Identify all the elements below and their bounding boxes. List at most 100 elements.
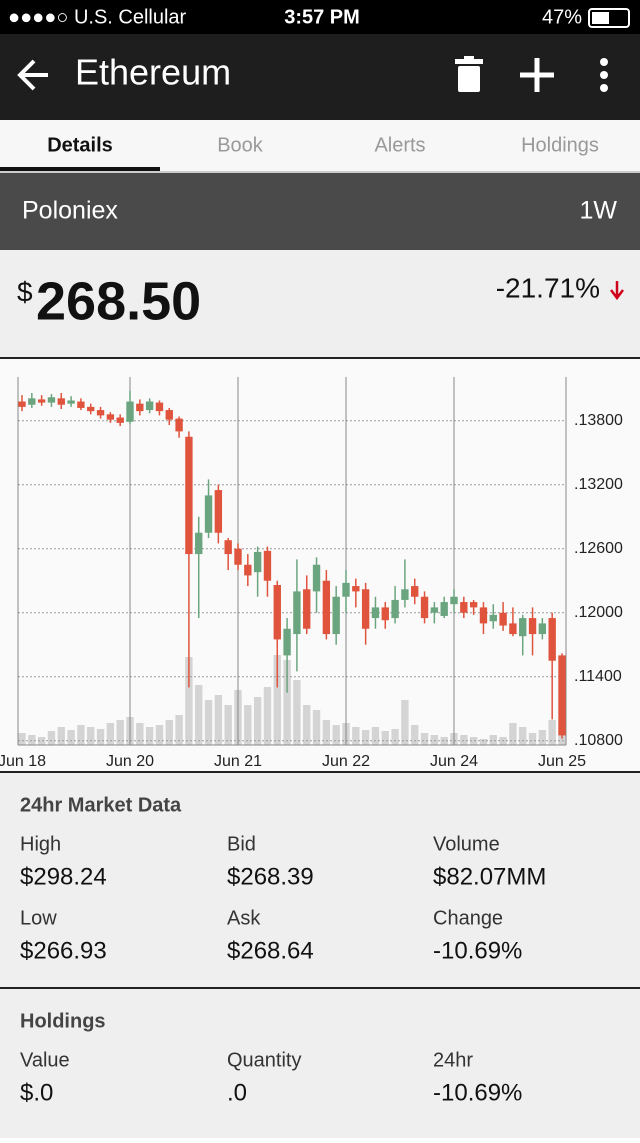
battery-icon — [588, 8, 630, 28]
field-value: $82.07MM — [433, 863, 546, 890]
back-button[interactable] — [17, 59, 48, 91]
candle-body — [116, 417, 124, 423]
volume-bar — [283, 660, 291, 745]
candle-body — [303, 589, 311, 629]
candle-body — [538, 623, 547, 635]
candle-body — [499, 612, 507, 626]
candle-body — [450, 596, 458, 605]
candle-body — [165, 410, 173, 420]
field-value: -10.69% — [433, 937, 522, 964]
volume-bar — [204, 700, 213, 745]
tab[interactable]: Book — [217, 134, 264, 156]
candle-body — [460, 602, 468, 613]
candle-body — [558, 655, 566, 736]
candle-body — [136, 403, 144, 412]
candle-body — [342, 582, 350, 597]
candle-body — [87, 406, 95, 412]
field-value: $268.64 — [227, 937, 314, 964]
volume-bar — [332, 725, 340, 745]
delete-button[interactable] — [455, 56, 483, 92]
volume-bar — [528, 733, 537, 745]
volume-bar — [145, 727, 154, 745]
candle-body — [37, 399, 46, 403]
x-tick-label: Jun 21 — [214, 753, 262, 770]
volume-bar — [381, 731, 389, 745]
volume-bar — [155, 725, 164, 745]
volume-bar — [175, 715, 183, 745]
candle-body — [204, 495, 213, 533]
candle-body — [195, 532, 203, 555]
tab[interactable]: Details — [47, 134, 113, 156]
volume-bar — [57, 727, 65, 745]
status-bar — [0, 0, 640, 34]
candle-body — [283, 628, 291, 656]
candle-body — [145, 401, 154, 411]
down-arrow — [610, 281, 624, 301]
candle-body — [77, 401, 85, 408]
candle-body — [244, 564, 252, 576]
page-title: Ethereum — [75, 52, 231, 93]
volume-bar — [303, 705, 311, 745]
candle-body — [263, 550, 272, 581]
volume-bar — [87, 727, 95, 745]
field-label: Volume — [433, 833, 500, 855]
field-value: $268.39 — [227, 863, 314, 890]
add-button[interactable] — [520, 58, 554, 92]
price-change: -21.71% — [496, 272, 600, 303]
field-label: Change — [433, 907, 503, 929]
volume-bar — [18, 733, 26, 745]
volume-bar — [116, 720, 124, 745]
volume-bar — [312, 710, 321, 745]
section-title: Holdings — [20, 1010, 106, 1032]
time-range[interactable]: 1W — [580, 197, 618, 225]
volume-bar — [293, 680, 301, 745]
volume-bar — [273, 655, 281, 745]
menu-button[interactable] — [600, 58, 608, 92]
volume-bar — [47, 731, 56, 745]
volume-bar — [391, 729, 399, 745]
volume-bar — [28, 735, 36, 745]
candle-body — [175, 418, 183, 432]
candle-body — [401, 589, 409, 600]
tab-bar — [0, 120, 640, 172]
tab[interactable]: Holdings — [521, 134, 599, 156]
volume-bar — [67, 730, 75, 745]
tab-indicator — [0, 167, 160, 171]
carrier: ●●●●○ U.S. Cellular — [8, 6, 187, 28]
y-tick-label: .10800 — [574, 732, 623, 749]
candle-body — [224, 540, 232, 555]
field-label: Value — [20, 1049, 70, 1071]
tab[interactable]: Alerts — [374, 134, 425, 156]
candle-body — [528, 618, 537, 635]
y-tick-label: .12000 — [574, 604, 623, 621]
currency-symbol: $ — [17, 276, 33, 307]
candle-body — [47, 397, 56, 403]
x-tick-label: Jun 24 — [430, 753, 478, 770]
volume-bar — [440, 737, 448, 745]
volume-bar — [469, 737, 478, 745]
candle-body — [273, 585, 281, 640]
x-tick-label: Jun 18 — [0, 753, 46, 770]
candle-body — [489, 614, 497, 622]
candle-body — [67, 400, 75, 404]
section-title: 24hr Market Data — [20, 794, 182, 816]
exchange-name[interactable]: Poloniex — [22, 197, 118, 225]
x-tick-label: Jun 22 — [322, 753, 370, 770]
exchange-bar — [0, 173, 640, 250]
candle-body — [420, 596, 429, 619]
volume-bar — [430, 735, 439, 745]
volume-bar — [185, 657, 193, 745]
volume-bar — [136, 723, 144, 745]
volume-bar — [411, 725, 419, 745]
volume-bar — [509, 723, 517, 745]
candle-body — [155, 402, 164, 412]
volume-bar — [77, 725, 85, 745]
volume-bar — [165, 720, 173, 745]
candle-body — [28, 398, 36, 405]
volume-bar — [244, 705, 252, 745]
candle-body — [214, 490, 223, 533]
volume-bar — [263, 687, 272, 745]
candle-body — [96, 410, 105, 416]
volume-bar — [519, 727, 527, 745]
field-label: Ask — [227, 907, 261, 929]
